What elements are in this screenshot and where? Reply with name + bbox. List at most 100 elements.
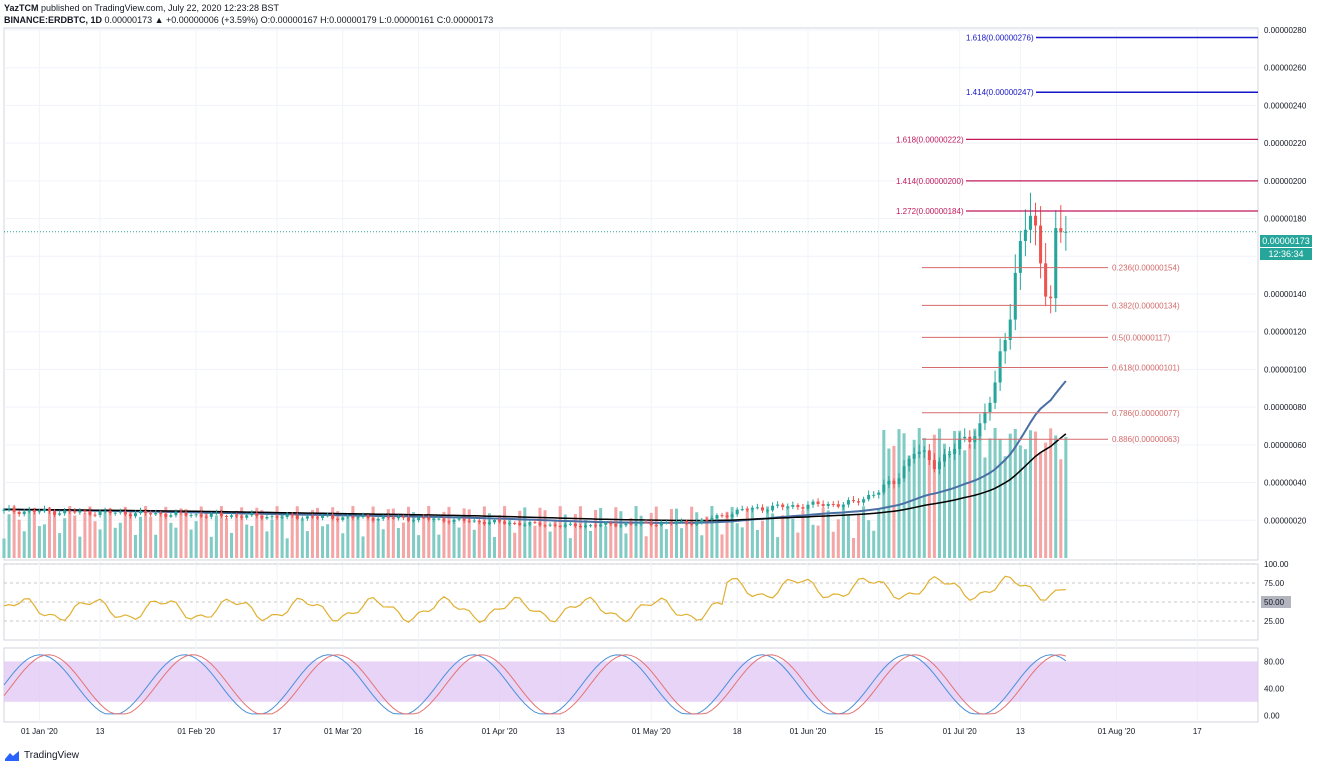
candle-body [381,516,385,519]
candle-body [998,351,1002,383]
volume-bar [831,531,835,558]
candle-body [159,513,163,515]
price-tick-label: 0.00000280 [1264,26,1307,35]
bar-countdown: 12:36:34 [1260,248,1312,260]
candle-body [614,524,618,527]
volume-bar [356,515,360,558]
volume-bar [942,443,947,558]
publisher-line: YazTCM published on TradingView.com, Jul… [4,3,279,14]
volume-bar [482,506,486,558]
volume-bar [169,522,173,558]
volume-bar [189,529,193,558]
symbol-label[interactable]: BINANCE:ERDBTC, 1D [4,15,103,25]
volume-bar [224,518,229,558]
volume-bar [477,520,481,558]
volume-bar [17,519,21,558]
candle-body [639,522,643,525]
candle-body [912,453,916,459]
candle-body [108,510,112,514]
volume-bar [836,519,840,558]
volume-bar [427,505,431,558]
volume-bar [973,428,977,558]
candle-body [538,522,542,526]
candle-body [872,494,876,496]
volume-bar [103,509,107,558]
volume-bar [538,507,542,558]
volume-bar [179,508,183,558]
candle-body [771,505,775,511]
fib-retracement-label: 0.886(0.00000063) [1112,435,1180,444]
candle-body [594,525,598,527]
candle-body [654,525,658,527]
fib-extension-red-label: 1.618(0.00000222) [896,135,964,144]
volume-bar [796,532,800,558]
candle-body [467,520,471,522]
volume-bar [371,506,375,558]
volume-bar [174,527,178,558]
candle-body [705,519,709,521]
volume-bar [118,522,122,558]
volume-bar [649,512,653,558]
volume-bar [609,524,613,558]
candle-body [406,517,411,521]
volume-bar [907,455,911,558]
candle-body [371,518,375,521]
volume-bar [776,537,780,558]
candle-body [518,523,522,526]
volume-bar [285,538,289,558]
volume-bar [897,429,901,558]
candle-body [690,523,694,525]
volume-bar [523,507,527,558]
footer-brand[interactable]: TradingView [4,750,79,761]
volume-bar [629,517,633,558]
candle-body [321,515,325,518]
candle-body [674,521,679,524]
candle-body [649,522,653,526]
candle-body [290,514,294,516]
volume-bar [755,529,759,558]
price-tick-label: 0.00000140 [1264,290,1307,299]
candle-body [685,520,689,524]
candle-body [963,436,967,439]
rsi-line [3,575,1066,623]
volume-bar [144,505,148,558]
volume-bar [412,512,416,558]
volume-bar [1003,456,1007,558]
volume-bar [528,524,532,558]
volume-bar [1064,437,1068,558]
price-tick-label: 0.00000100 [1264,365,1307,374]
candle-body [1049,296,1053,299]
candle-body [953,448,957,455]
volume-bar [396,527,400,558]
volume-bar [887,448,891,558]
candle-body [609,522,613,525]
candle-body [932,460,936,470]
publisher-name[interactable]: YazTCM [4,3,39,13]
volume-bar [73,515,77,558]
volume-bar [386,509,390,558]
stoch-rsi-tick-label: 40.00 [1264,684,1285,693]
volume-bar [1008,433,1012,558]
candle-body [553,524,557,526]
candle-body [1003,340,1007,352]
volume-bar [492,536,496,558]
candle-body [37,511,41,513]
volume-bar [968,444,972,558]
volume-bar [573,514,577,558]
volume-bar [917,428,921,558]
volume-bar [654,506,658,558]
candle-body [432,518,436,520]
candle-body [472,520,476,522]
candle-body [113,512,117,514]
candle-body [487,522,491,525]
fib-retracement-label: 0.786(0.00000077) [1112,409,1180,418]
candle-body [851,500,856,502]
stoch-rsi-tick-label: 0.00 [1264,711,1280,720]
volume-bar [740,527,744,558]
volume-bar [695,512,699,558]
volume-bar [563,514,567,558]
volume-bar [255,507,259,558]
candle-body [821,504,825,506]
candle-body [948,454,952,456]
